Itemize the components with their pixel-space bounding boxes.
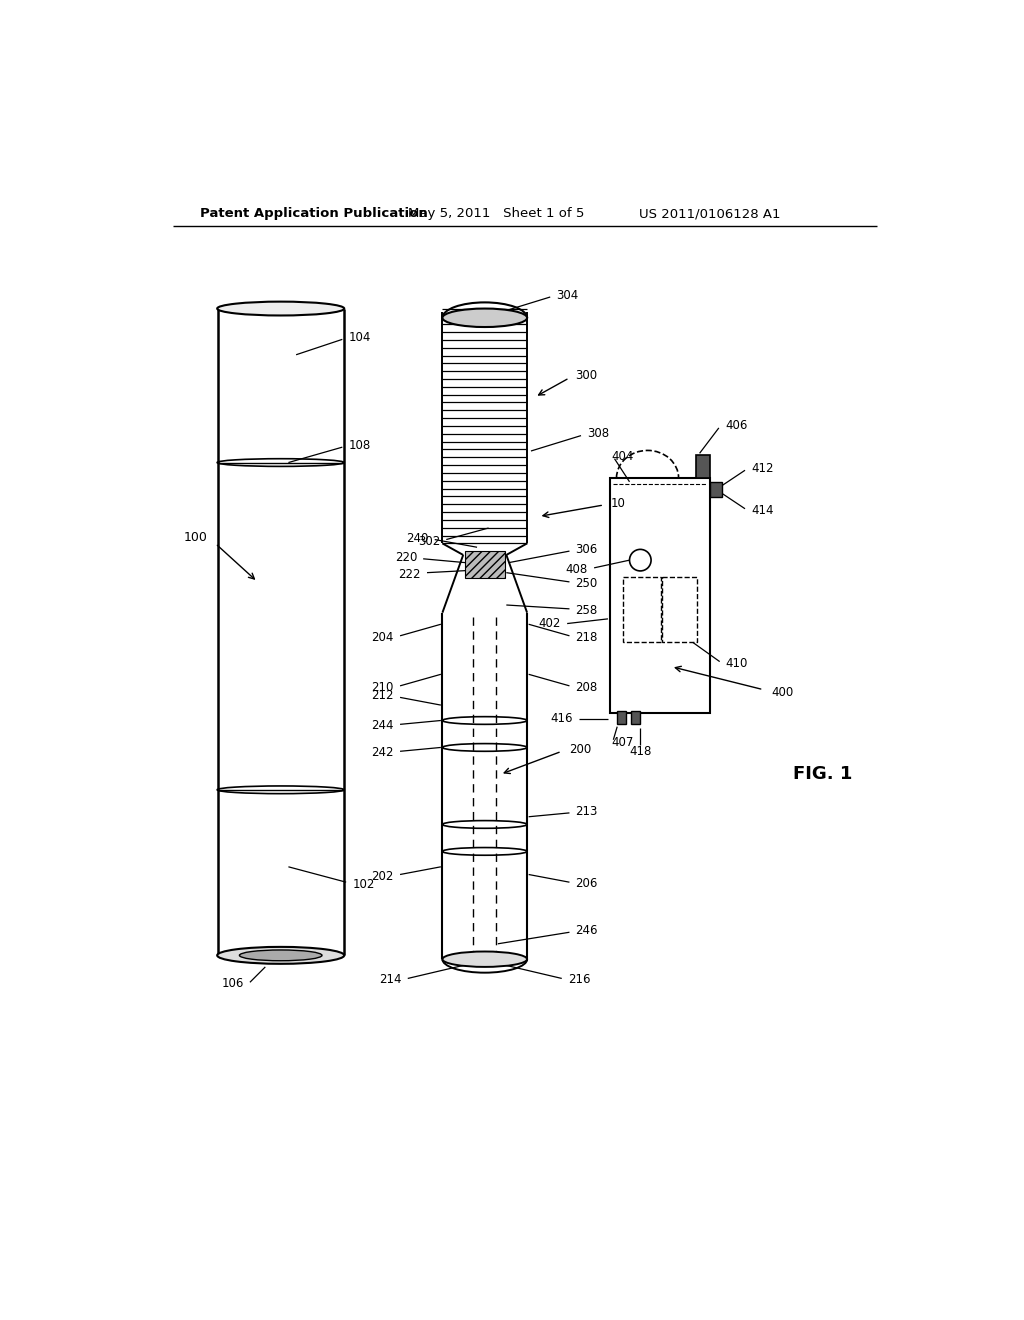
- Text: 302: 302: [418, 535, 440, 548]
- Bar: [695, 455, 710, 478]
- Text: 104: 104: [348, 330, 371, 343]
- Text: 404: 404: [611, 450, 634, 463]
- Text: 308: 308: [587, 426, 609, 440]
- Text: 102: 102: [352, 878, 375, 891]
- Ellipse shape: [240, 950, 322, 961]
- Ellipse shape: [217, 946, 344, 964]
- Ellipse shape: [442, 952, 527, 966]
- Text: 242: 242: [372, 746, 394, 759]
- Bar: [609, 478, 710, 713]
- Text: 400: 400: [771, 685, 794, 698]
- Bar: [624, 577, 662, 643]
- Text: 416: 416: [550, 713, 572, 726]
- Text: 106: 106: [221, 977, 244, 990]
- Text: 218: 218: [575, 631, 598, 644]
- Text: 213: 213: [575, 805, 598, 818]
- Text: 220: 220: [394, 550, 417, 564]
- Text: FIG. 1: FIG. 1: [793, 766, 852, 783]
- Text: 414: 414: [752, 504, 774, 517]
- Text: 246: 246: [575, 924, 598, 937]
- Text: 406: 406: [725, 418, 748, 432]
- Text: 407: 407: [611, 735, 634, 748]
- Text: 244: 244: [372, 719, 394, 733]
- Text: 216: 216: [568, 973, 591, 986]
- Text: 200: 200: [569, 743, 592, 756]
- Text: 214: 214: [379, 973, 401, 986]
- Text: 408: 408: [565, 562, 588, 576]
- Text: 210: 210: [372, 681, 394, 694]
- Text: 204: 204: [372, 631, 394, 644]
- Bar: [662, 577, 696, 643]
- Text: 410: 410: [726, 656, 749, 669]
- Text: 418: 418: [629, 744, 651, 758]
- Text: 202: 202: [372, 870, 394, 883]
- Text: Patent Application Publication: Patent Application Publication: [200, 207, 428, 220]
- Text: 10: 10: [610, 496, 625, 510]
- Text: 304: 304: [556, 289, 579, 302]
- Bar: [617, 711, 627, 723]
- Ellipse shape: [217, 301, 344, 315]
- Text: 222: 222: [398, 568, 421, 581]
- Text: 300: 300: [575, 370, 598, 381]
- Text: 412: 412: [752, 462, 774, 475]
- Text: 306: 306: [575, 543, 598, 556]
- Bar: [631, 711, 640, 723]
- Ellipse shape: [442, 309, 527, 327]
- Text: 206: 206: [575, 878, 598, 890]
- Text: 258: 258: [575, 603, 598, 616]
- Bar: [465, 552, 505, 578]
- Text: May 5, 2011   Sheet 1 of 5: May 5, 2011 Sheet 1 of 5: [408, 207, 584, 220]
- Bar: [710, 482, 722, 498]
- Text: 100: 100: [183, 531, 208, 544]
- Text: 212: 212: [372, 689, 394, 702]
- Text: 250: 250: [575, 577, 598, 590]
- Text: 402: 402: [539, 616, 561, 630]
- Text: US 2011/0106128 A1: US 2011/0106128 A1: [639, 207, 780, 220]
- Text: 208: 208: [575, 681, 598, 694]
- Text: 108: 108: [348, 440, 371, 453]
- Text: 240: 240: [407, 532, 429, 545]
